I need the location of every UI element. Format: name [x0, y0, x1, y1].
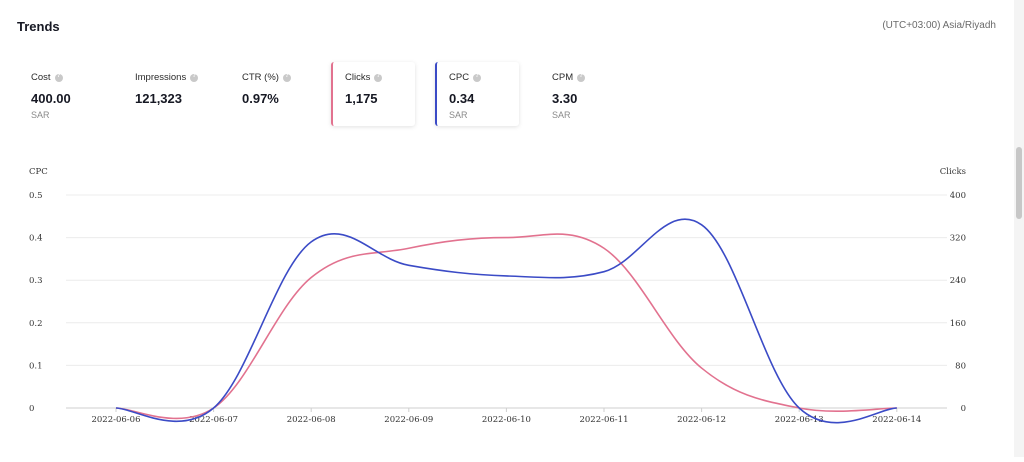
- right-axis-label: Clicks: [940, 167, 966, 177]
- metric-label: Impressions: [135, 72, 187, 83]
- right-tick-label: 400: [950, 191, 966, 201]
- right-tick-label: 0: [961, 404, 966, 414]
- series-line-clicks[interactable]: [115, 233, 897, 420]
- x-tick-label: 2022-06-09: [384, 415, 433, 425]
- x-tick-label: 2022-06-11: [579, 415, 628, 425]
- metric-value: 0.34: [449, 91, 475, 106]
- info-icon[interactable]: [282, 73, 291, 82]
- scrollbar-thumb[interactable]: [1016, 147, 1022, 219]
- metric-value: 400.00: [31, 91, 71, 106]
- metric-card-ctr[interactable]: CTR (%) 0.97%: [242, 62, 322, 126]
- metric-label: Clicks: [345, 72, 371, 83]
- info-icon[interactable]: [54, 73, 63, 82]
- page-title: Trends: [17, 19, 60, 34]
- metric-card-cpc[interactable]: CPC 0.34 SAR: [435, 62, 519, 126]
- metric-card-clicks[interactable]: Clicks 1,175: [331, 62, 415, 126]
- metric-card-cpm[interactable]: CPM 3.30 SAR: [552, 62, 632, 126]
- metric-label: CPM: [552, 72, 574, 83]
- metric-label: Cost: [31, 72, 51, 83]
- metric-label: CPC: [449, 72, 470, 83]
- metric-value: 1,175: [345, 91, 378, 106]
- left-axis-label: CPC: [29, 167, 48, 177]
- info-icon[interactable]: [577, 73, 586, 82]
- right-tick-label: 240: [950, 276, 966, 286]
- trends-chart[interactable]: CPC Clicks 0 0 0.1 80 0.2 160 0.3 240 0.4 320 0.5 4…: [0, 150, 1014, 457]
- metric-value: 0.97%: [242, 91, 279, 106]
- x-tick-label: 2022-06-12: [677, 415, 726, 425]
- right-tick-label: 320: [950, 234, 966, 244]
- left-tick-label: 0.2: [29, 319, 43, 329]
- info-icon[interactable]: [190, 73, 199, 82]
- left-tick-label: 0: [29, 404, 34, 414]
- x-tick-label: 2022-06-14: [872, 415, 921, 425]
- left-tick-label: 0.5: [29, 191, 43, 201]
- right-tick-label: 80: [955, 361, 966, 371]
- timezone-label: (UTC+03:00) Asia/Riyadh: [882, 20, 996, 31]
- series-line-cpc[interactable]: [115, 218, 897, 424]
- metric-card-impressions[interactable]: Impressions 121,323: [135, 62, 230, 126]
- scrollbar[interactable]: [1014, 0, 1024, 457]
- right-tick-label: 160: [950, 319, 966, 329]
- left-tick-label: 0.3: [29, 276, 43, 286]
- x-tick-label: 2022-06-08: [287, 415, 336, 425]
- metric-value: 121,323: [135, 91, 182, 106]
- left-tick-label: 0.4: [29, 234, 43, 244]
- x-tick-label: 2022-06-07: [189, 415, 238, 425]
- x-tick-label: 2022-06-10: [482, 415, 531, 425]
- metric-unit: SAR: [31, 110, 50, 120]
- chart-canvas: CPC Clicks 0 0 0.1 80 0.2 160 0.3 240 0.4 320 0.5 4…: [29, 167, 966, 425]
- metric-unit: SAR: [552, 110, 571, 120]
- left-tick-label: 0.1: [29, 361, 43, 371]
- metric-label: CTR (%): [242, 72, 279, 83]
- info-icon[interactable]: [473, 73, 482, 82]
- metric-unit: SAR: [449, 110, 468, 120]
- x-tick-label: 2022-06-06: [91, 415, 140, 425]
- metric-value: 3.30: [552, 91, 578, 106]
- x-tick-label: 2022-06-13: [775, 415, 824, 425]
- info-icon[interactable]: [374, 73, 383, 82]
- metric-card-cost[interactable]: Cost 400.00 SAR: [31, 62, 121, 126]
